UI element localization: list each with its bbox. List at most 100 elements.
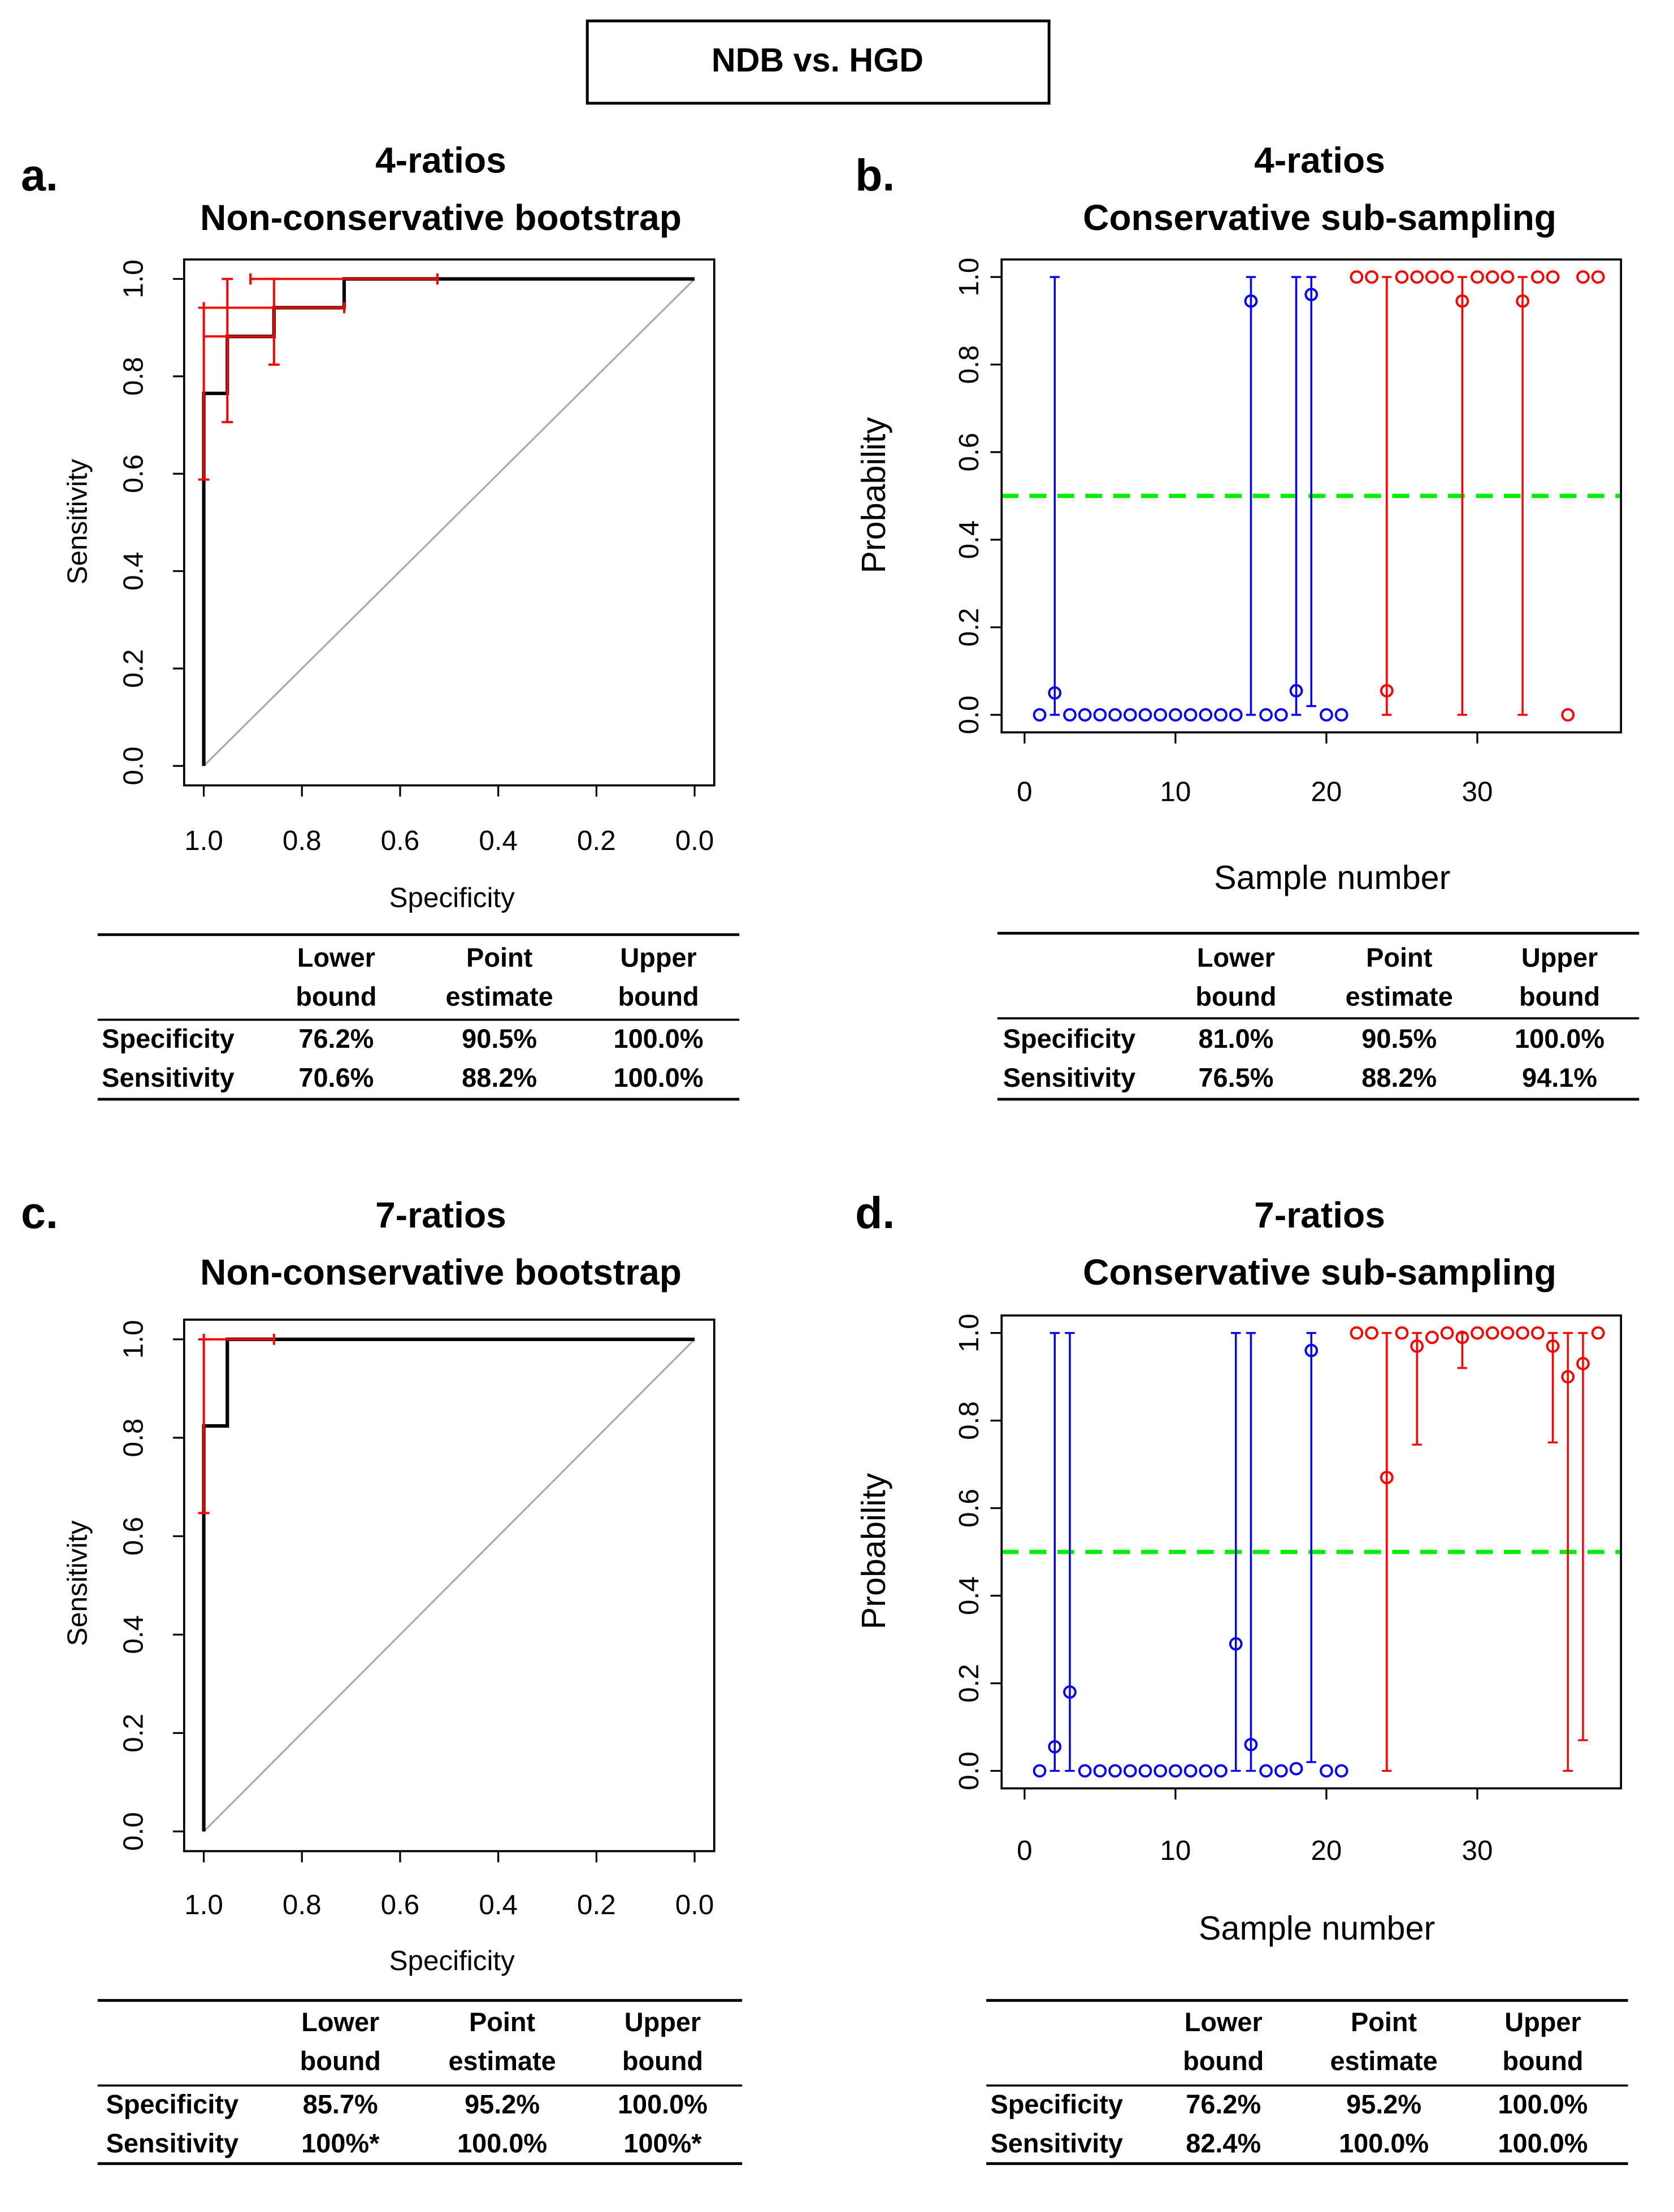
table-header: Upper (1504, 2007, 1581, 2037)
table-header: Lower (297, 943, 375, 973)
y-tick-label: 0.6 (953, 433, 985, 472)
y-tick-label: 0.6 (953, 1489, 985, 1528)
y-tick-label: 0.4 (118, 1615, 149, 1654)
chart-title: Conservative sub-sampling (1083, 1252, 1556, 1292)
table-cell: 70.6% (298, 1063, 374, 1092)
plot-frame (1000, 258, 1623, 734)
table-header: Lower (1185, 2007, 1263, 2037)
point (1425, 270, 1439, 284)
table-cell: 100%* (623, 2129, 702, 2158)
error-bar (1246, 1331, 1256, 1772)
point (1199, 708, 1213, 722)
table-cell: 90.5% (462, 1024, 537, 1053)
error-bar (1306, 276, 1316, 708)
table-row-label: Specificity (991, 2090, 1123, 2119)
x-tick-label: 20 (1311, 777, 1342, 808)
y-tick-label: 1.0 (953, 1313, 985, 1352)
point (1380, 684, 1394, 698)
table-header: Upper (625, 2007, 701, 2037)
error-bar (1306, 1331, 1316, 1763)
x-tick-label: 0 (1017, 1835, 1032, 1866)
table-cell: 85.7% (303, 2090, 378, 2119)
chart-title: 7-ratios (1254, 1195, 1385, 1235)
point (1471, 270, 1484, 284)
error-bar (1457, 1331, 1467, 1369)
table-cell: 90.5% (1361, 1024, 1437, 1053)
table-row-label: Specificity (106, 2090, 238, 2119)
table-header: bound (618, 982, 699, 1012)
point (1123, 1764, 1137, 1778)
y-tick-label: 0.0 (118, 747, 149, 786)
point (1530, 270, 1545, 284)
table-cell: 100.0% (1339, 2129, 1429, 2158)
point (1169, 1764, 1182, 1778)
table-cell: 82.4% (1186, 2129, 1261, 2158)
y-tick-label: 0.4 (953, 521, 985, 559)
point (1093, 1764, 1107, 1778)
point (1576, 270, 1590, 284)
point (1183, 1764, 1198, 1778)
chart-title: 7-ratios (375, 1195, 506, 1235)
point (1259, 708, 1273, 722)
point (1350, 1326, 1364, 1340)
x-tick-label: 0.4 (479, 825, 518, 856)
table-header: Upper (620, 943, 696, 973)
ci-vertical (222, 277, 233, 423)
x-tick-label: 0.6 (381, 825, 420, 856)
table-header: bound (1502, 2046, 1583, 2076)
table-header: Point (466, 943, 533, 973)
table-header: Point (1351, 2007, 1417, 2037)
point (1229, 1637, 1243, 1651)
table-header: Upper (1521, 943, 1598, 973)
point (1320, 1764, 1333, 1778)
table-header: Point (1366, 943, 1433, 973)
point (1169, 708, 1182, 722)
y-axis-label: Sensitivity (62, 1520, 93, 1646)
point (1410, 1339, 1424, 1353)
point (1485, 1326, 1499, 1340)
point (1410, 270, 1424, 284)
panel-label: d. (855, 1188, 895, 1238)
chart-title: 4-ratios (375, 140, 506, 181)
table-header: estimate (1346, 982, 1453, 1012)
x-tick-label: 0.2 (577, 825, 616, 856)
y-tick-label: 0.8 (118, 1419, 149, 1458)
table-cell: 100%* (301, 2129, 380, 2158)
point (1183, 708, 1198, 722)
table-header: Point (469, 2007, 536, 2037)
error-bar (1049, 276, 1060, 716)
point (1289, 1762, 1303, 1776)
point (1455, 1330, 1469, 1344)
point (1350, 270, 1364, 284)
x-tick-label: 30 (1462, 777, 1493, 808)
point (1153, 1764, 1168, 1778)
point (1304, 1343, 1319, 1357)
table-header: bound (296, 982, 376, 1012)
point (1259, 1764, 1273, 1778)
ci-horizontal (249, 273, 439, 285)
table-header: bound (1183, 2046, 1264, 2076)
x-tick-label: 20 (1311, 1835, 1342, 1866)
table-header: bound (622, 2046, 703, 2076)
point (1440, 270, 1454, 284)
point (1093, 708, 1107, 722)
y-tick-label: 0.8 (953, 345, 985, 384)
point (1380, 1471, 1394, 1485)
x-axis-label: Sample number (1199, 1909, 1435, 1947)
table-cell: 88.2% (462, 1063, 537, 1092)
x-tick-label: 0.0 (675, 825, 714, 856)
x-tick-label: 10 (1160, 777, 1191, 808)
point (1063, 1685, 1077, 1699)
point (1304, 288, 1319, 301)
table-cell: 76.2% (298, 1024, 374, 1053)
table-cell: 100.0% (1498, 2090, 1588, 2119)
y-tick-label: 1.0 (953, 258, 985, 297)
point (1214, 708, 1228, 722)
point (1365, 1326, 1378, 1340)
point (1516, 1326, 1529, 1340)
point (1320, 708, 1333, 722)
ci-vertical (198, 306, 210, 481)
point (1485, 270, 1499, 284)
